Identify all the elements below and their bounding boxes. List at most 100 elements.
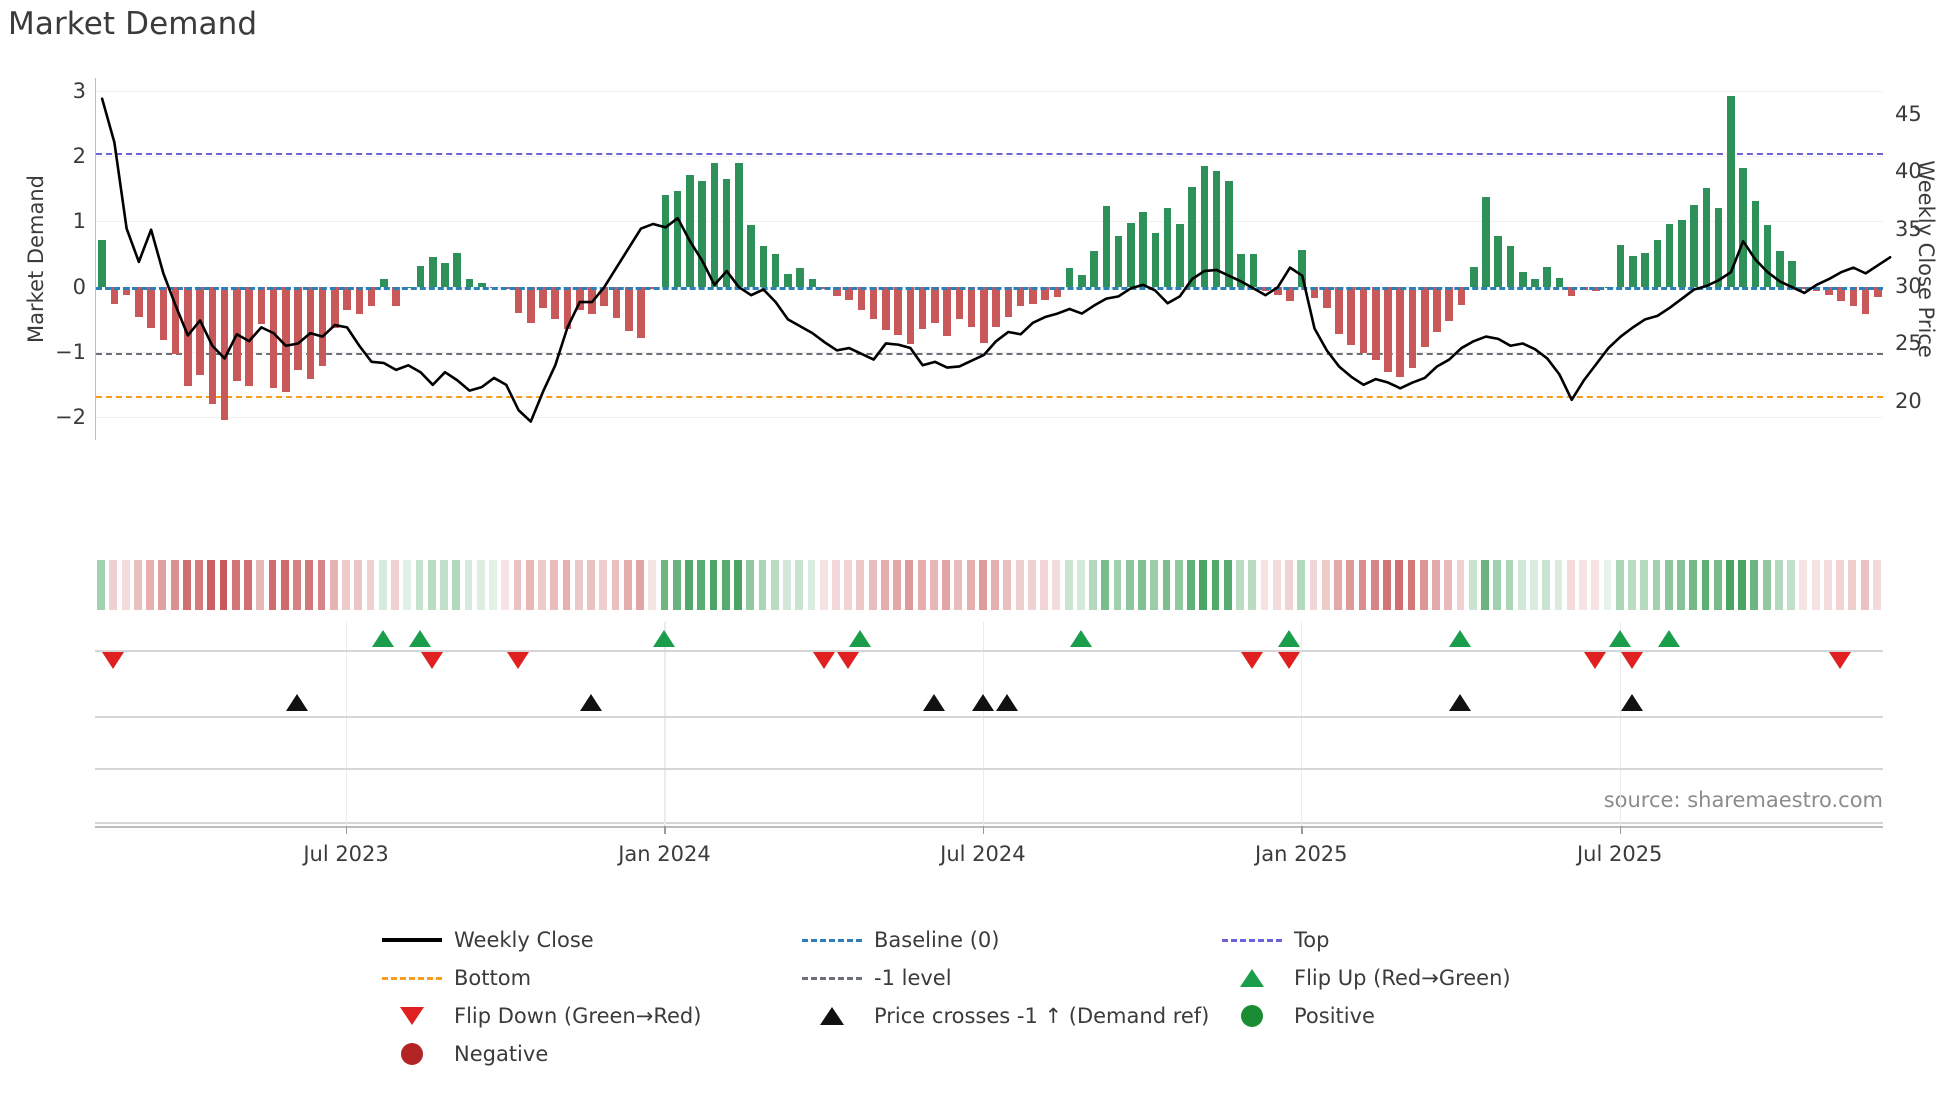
legend-item[interactable]: Flip Down (Green→Red) xyxy=(380,1001,701,1031)
demand-bar xyxy=(1690,204,1698,287)
demand-bar xyxy=(600,286,608,307)
heat-cell xyxy=(550,560,559,610)
legend-item[interactable]: Baseline (0) xyxy=(800,925,999,955)
demand-bar xyxy=(147,286,155,329)
circle-red-icon xyxy=(401,1043,423,1065)
demand-bar xyxy=(1041,286,1049,300)
reference-line-bottom xyxy=(96,396,1883,399)
heat-cell xyxy=(685,560,693,610)
price-cross-marker xyxy=(1620,694,1643,711)
demand-bar xyxy=(833,286,841,296)
flip-up-marker xyxy=(1069,630,1092,647)
demand-bar xyxy=(343,286,351,310)
demand-bar xyxy=(1763,224,1772,287)
demand-bar xyxy=(1506,245,1515,287)
demand-bar xyxy=(1531,278,1539,287)
demand-bar xyxy=(1188,186,1196,287)
heat-cell xyxy=(403,560,412,610)
demand-bar xyxy=(943,286,951,337)
heat-cell xyxy=(342,560,350,610)
heat-cell xyxy=(1530,560,1538,610)
demand-bar xyxy=(1225,181,1233,287)
demand-bar xyxy=(1212,170,1221,287)
heat-cell xyxy=(195,560,203,610)
demand-heat-strip xyxy=(95,560,1883,610)
heat-cell xyxy=(317,560,326,610)
bottom-line-icon xyxy=(382,976,442,980)
spacer-axis-line xyxy=(95,768,1883,770)
heat-cell xyxy=(721,560,730,610)
legend-item[interactable]: Positive xyxy=(1220,1001,1375,1031)
x-axis-tick-label: Jan 2025 xyxy=(1255,842,1348,866)
demand-bar xyxy=(159,286,168,341)
legend-key xyxy=(1220,1003,1284,1029)
flip-down-marker xyxy=(506,652,529,669)
demand-bar xyxy=(673,191,682,287)
demand-bar xyxy=(771,254,780,287)
heat-cell xyxy=(378,560,387,610)
demand-bar xyxy=(1249,254,1258,287)
heat-cell xyxy=(954,560,963,610)
heat-cell xyxy=(1774,560,1783,610)
vertical-gridline xyxy=(346,780,348,826)
demand-bar xyxy=(551,286,560,320)
legend-item[interactable]: Negative xyxy=(380,1039,548,1069)
heat-cell xyxy=(1848,560,1857,610)
heat-cell xyxy=(1150,560,1159,610)
demand-bar xyxy=(318,286,327,367)
legend-item[interactable]: Flip Up (Red→Green) xyxy=(1220,963,1511,993)
vertical-gridline xyxy=(346,622,348,676)
demand-bar xyxy=(1776,250,1784,287)
y-axis-right-tick: 25 xyxy=(1895,331,1922,356)
vertical-gridline xyxy=(1301,780,1303,826)
demand-bar xyxy=(1286,286,1294,302)
legend-label: Positive xyxy=(1294,1004,1375,1028)
heat-cell xyxy=(1407,560,1416,610)
legend-item[interactable]: Top xyxy=(1220,925,1329,955)
heat-cell xyxy=(1089,560,1097,610)
heat-cell xyxy=(1321,560,1330,610)
demand-bar xyxy=(1494,235,1502,287)
legend-label: Negative xyxy=(454,1042,549,1066)
vertical-gridline xyxy=(982,780,985,826)
legend-item[interactable]: -1 level xyxy=(800,963,952,993)
heat-cell xyxy=(660,560,669,610)
legend-label: Flip Down (Green→Red) xyxy=(454,1004,702,1028)
flip-up-marker xyxy=(1278,630,1301,647)
flip-down-marker xyxy=(812,652,835,669)
heat-cell xyxy=(1236,560,1244,610)
demand-bar xyxy=(1543,267,1551,287)
heat-cell xyxy=(783,560,791,610)
heat-cell xyxy=(1027,560,1036,610)
heat-cell xyxy=(1456,560,1465,610)
legend-key xyxy=(380,1041,444,1067)
demand-bar xyxy=(171,286,180,354)
flip-up-marker xyxy=(849,630,872,647)
heat-cell xyxy=(623,560,632,610)
minus-one-level-line-icon xyxy=(802,976,862,980)
demand-bar xyxy=(1200,166,1209,287)
triangle-up-black-icon xyxy=(820,1007,844,1025)
heat-cell xyxy=(991,560,1000,610)
heat-cell xyxy=(844,560,853,610)
heat-cell xyxy=(415,560,424,610)
demand-bar xyxy=(1482,196,1490,287)
gridline xyxy=(96,417,1883,419)
heat-cell xyxy=(1346,560,1355,610)
flip-up-marker xyxy=(1449,630,1472,647)
demand-bar xyxy=(1408,286,1417,369)
heat-cell xyxy=(587,560,595,610)
heat-cell xyxy=(1652,560,1661,610)
gridline xyxy=(96,91,1883,93)
demand-bar xyxy=(637,286,645,338)
legend-item[interactable]: Bottom xyxy=(380,963,531,993)
reference-line-top xyxy=(96,153,1883,155)
heat-cell xyxy=(942,560,951,610)
gridline xyxy=(96,221,1883,223)
heat-cell xyxy=(880,560,889,610)
weekly-close-line-icon xyxy=(382,938,442,942)
flip-down-marker xyxy=(1241,652,1264,669)
legend-item[interactable]: Weekly Close xyxy=(380,925,594,955)
heat-cell xyxy=(795,560,804,610)
legend-item[interactable]: Price crosses -1 ↑ (Demand ref) xyxy=(800,1001,1209,1031)
